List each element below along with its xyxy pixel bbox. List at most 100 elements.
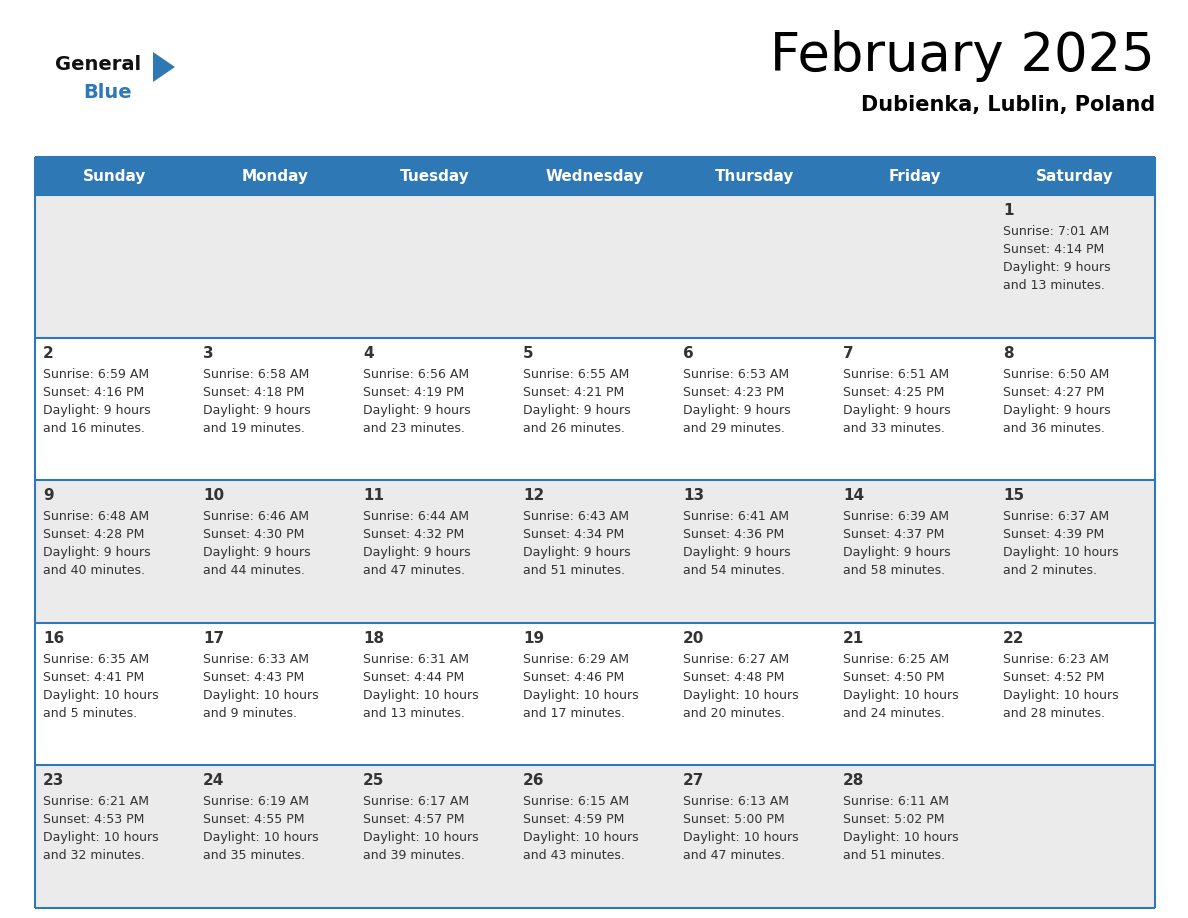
Text: Sunset: 4:19 PM: Sunset: 4:19 PM <box>364 386 465 398</box>
Text: Daylight: 9 hours: Daylight: 9 hours <box>364 546 470 559</box>
Text: Sunset: 4:59 PM: Sunset: 4:59 PM <box>523 813 625 826</box>
Text: Daylight: 10 hours: Daylight: 10 hours <box>683 688 798 701</box>
Text: Sunrise: 7:01 AM: Sunrise: 7:01 AM <box>1003 225 1110 238</box>
Text: Sunset: 4:53 PM: Sunset: 4:53 PM <box>43 813 145 826</box>
Text: 23: 23 <box>43 773 64 789</box>
Text: Sunrise: 6:31 AM: Sunrise: 6:31 AM <box>364 653 469 666</box>
Text: and 9 minutes.: and 9 minutes. <box>203 707 297 720</box>
Text: Sunset: 4:30 PM: Sunset: 4:30 PM <box>203 528 304 542</box>
Text: Sunrise: 6:19 AM: Sunrise: 6:19 AM <box>203 795 309 809</box>
Text: Daylight: 10 hours: Daylight: 10 hours <box>43 688 159 701</box>
Text: and 51 minutes.: and 51 minutes. <box>843 849 944 862</box>
Text: Sunset: 4:34 PM: Sunset: 4:34 PM <box>523 528 624 542</box>
Text: and 16 minutes.: and 16 minutes. <box>43 421 145 434</box>
Text: Sunset: 4:28 PM: Sunset: 4:28 PM <box>43 528 145 542</box>
Text: Sunrise: 6:59 AM: Sunrise: 6:59 AM <box>43 367 150 381</box>
Text: 18: 18 <box>364 631 384 645</box>
Text: and 13 minutes.: and 13 minutes. <box>364 707 465 720</box>
Text: and 36 minutes.: and 36 minutes. <box>1003 421 1105 434</box>
Text: Daylight: 9 hours: Daylight: 9 hours <box>203 404 310 417</box>
Text: 15: 15 <box>1003 488 1024 503</box>
Text: Sunset: 4:25 PM: Sunset: 4:25 PM <box>843 386 944 398</box>
Text: Sunrise: 6:23 AM: Sunrise: 6:23 AM <box>1003 653 1110 666</box>
Text: Friday: Friday <box>889 169 941 184</box>
Bar <box>34 766 1155 908</box>
Text: Sunrise: 6:17 AM: Sunrise: 6:17 AM <box>364 795 469 809</box>
Text: and 26 minutes.: and 26 minutes. <box>523 421 625 434</box>
Text: February 2025: February 2025 <box>770 30 1155 82</box>
Text: Daylight: 10 hours: Daylight: 10 hours <box>364 832 479 845</box>
Text: Saturday: Saturday <box>1036 169 1114 184</box>
Text: Daylight: 10 hours: Daylight: 10 hours <box>1003 688 1119 701</box>
Text: and 23 minutes.: and 23 minutes. <box>364 421 465 434</box>
Text: 6: 6 <box>683 345 694 361</box>
Text: Daylight: 9 hours: Daylight: 9 hours <box>364 404 470 417</box>
Text: Daylight: 9 hours: Daylight: 9 hours <box>43 546 151 559</box>
Text: Sunday: Sunday <box>83 169 146 184</box>
Text: Daylight: 9 hours: Daylight: 9 hours <box>843 404 950 417</box>
Text: 10: 10 <box>203 488 225 503</box>
Text: and 24 minutes.: and 24 minutes. <box>843 707 944 720</box>
Polygon shape <box>153 52 175 82</box>
Text: Sunrise: 6:21 AM: Sunrise: 6:21 AM <box>43 795 148 809</box>
Text: Sunrise: 6:48 AM: Sunrise: 6:48 AM <box>43 510 150 523</box>
Text: Daylight: 9 hours: Daylight: 9 hours <box>683 546 791 559</box>
Text: 9: 9 <box>43 488 53 503</box>
Text: Sunset: 4:23 PM: Sunset: 4:23 PM <box>683 386 784 398</box>
Text: Sunrise: 6:25 AM: Sunrise: 6:25 AM <box>843 653 949 666</box>
Text: and 5 minutes.: and 5 minutes. <box>43 707 137 720</box>
Text: Sunrise: 6:39 AM: Sunrise: 6:39 AM <box>843 510 949 523</box>
Text: Daylight: 10 hours: Daylight: 10 hours <box>364 688 479 701</box>
Text: and 58 minutes.: and 58 minutes. <box>843 565 946 577</box>
Text: Sunrise: 6:37 AM: Sunrise: 6:37 AM <box>1003 510 1110 523</box>
Text: Sunrise: 6:41 AM: Sunrise: 6:41 AM <box>683 510 789 523</box>
Text: Sunset: 4:16 PM: Sunset: 4:16 PM <box>43 386 144 398</box>
Text: Daylight: 9 hours: Daylight: 9 hours <box>1003 261 1111 274</box>
Text: and 19 minutes.: and 19 minutes. <box>203 421 305 434</box>
Text: and 47 minutes.: and 47 minutes. <box>364 565 465 577</box>
Text: Sunrise: 6:13 AM: Sunrise: 6:13 AM <box>683 795 789 809</box>
Text: Daylight: 9 hours: Daylight: 9 hours <box>523 546 631 559</box>
Text: Sunrise: 6:53 AM: Sunrise: 6:53 AM <box>683 367 789 381</box>
Text: Sunrise: 6:56 AM: Sunrise: 6:56 AM <box>364 367 469 381</box>
Text: and 35 minutes.: and 35 minutes. <box>203 849 305 862</box>
Text: and 17 minutes.: and 17 minutes. <box>523 707 625 720</box>
Text: Sunrise: 6:44 AM: Sunrise: 6:44 AM <box>364 510 469 523</box>
Text: Daylight: 10 hours: Daylight: 10 hours <box>43 832 159 845</box>
Text: Sunrise: 6:43 AM: Sunrise: 6:43 AM <box>523 510 628 523</box>
Text: 4: 4 <box>364 345 373 361</box>
Text: Sunset: 4:14 PM: Sunset: 4:14 PM <box>1003 243 1105 256</box>
Text: Dubienka, Lublin, Poland: Dubienka, Lublin, Poland <box>861 95 1155 115</box>
Text: Sunset: 4:50 PM: Sunset: 4:50 PM <box>843 671 944 684</box>
Text: and 51 minutes.: and 51 minutes. <box>523 565 625 577</box>
Text: 5: 5 <box>523 345 533 361</box>
Text: and 44 minutes.: and 44 minutes. <box>203 565 305 577</box>
Text: Sunset: 4:48 PM: Sunset: 4:48 PM <box>683 671 784 684</box>
Bar <box>34 195 1155 338</box>
Text: Sunset: 4:39 PM: Sunset: 4:39 PM <box>1003 528 1105 542</box>
Text: Monday: Monday <box>241 169 309 184</box>
Text: Sunset: 4:52 PM: Sunset: 4:52 PM <box>1003 671 1105 684</box>
Text: Sunset: 4:32 PM: Sunset: 4:32 PM <box>364 528 465 542</box>
Text: and 13 minutes.: and 13 minutes. <box>1003 279 1105 292</box>
Text: 21: 21 <box>843 631 864 645</box>
Text: 13: 13 <box>683 488 704 503</box>
Text: 26: 26 <box>523 773 544 789</box>
Text: Sunset: 4:36 PM: Sunset: 4:36 PM <box>683 528 784 542</box>
Text: and 29 minutes.: and 29 minutes. <box>683 421 785 434</box>
Bar <box>34 480 1155 622</box>
Text: Sunset: 5:00 PM: Sunset: 5:00 PM <box>683 813 784 826</box>
Text: Sunrise: 6:29 AM: Sunrise: 6:29 AM <box>523 653 628 666</box>
Text: Daylight: 10 hours: Daylight: 10 hours <box>523 688 639 701</box>
Text: Sunrise: 6:33 AM: Sunrise: 6:33 AM <box>203 653 309 666</box>
Text: Sunrise: 6:11 AM: Sunrise: 6:11 AM <box>843 795 949 809</box>
Text: Sunrise: 6:55 AM: Sunrise: 6:55 AM <box>523 367 630 381</box>
Text: Sunset: 4:44 PM: Sunset: 4:44 PM <box>364 671 465 684</box>
Text: Sunset: 4:18 PM: Sunset: 4:18 PM <box>203 386 304 398</box>
Text: and 32 minutes.: and 32 minutes. <box>43 849 145 862</box>
Text: Daylight: 10 hours: Daylight: 10 hours <box>843 832 959 845</box>
Text: 14: 14 <box>843 488 864 503</box>
Text: Sunrise: 6:58 AM: Sunrise: 6:58 AM <box>203 367 309 381</box>
Text: 11: 11 <box>364 488 384 503</box>
Text: Sunset: 5:02 PM: Sunset: 5:02 PM <box>843 813 944 826</box>
